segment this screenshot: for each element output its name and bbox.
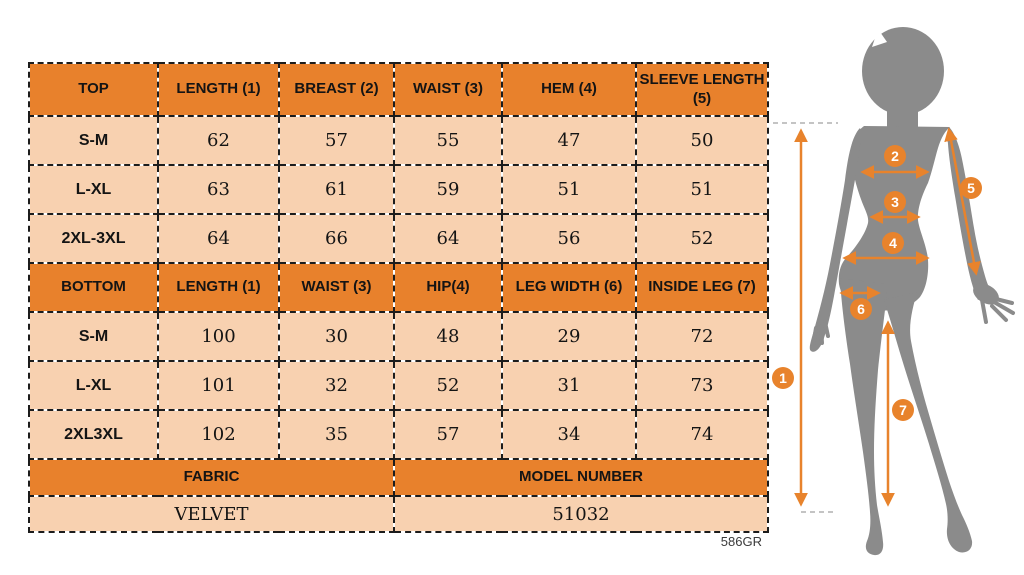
size-cell: L-XL (28, 360, 159, 411)
neck (887, 88, 918, 130)
value-cell: 50 (635, 115, 769, 166)
bottom-header-row: BOTTOM LENGTH (1) WAIST (3) HIP(4) LEG W… (28, 262, 769, 313)
marker-circle (882, 232, 904, 254)
size-cell: S-M (28, 311, 159, 362)
marker-circle (850, 298, 872, 320)
value-cell: 51 (501, 164, 637, 215)
value-cell: 31 (501, 360, 637, 411)
value-cell: 52 (635, 213, 769, 264)
size-cell: 2XL-3XL (28, 213, 159, 264)
value-cell: 56 (501, 213, 637, 264)
fabric-value-cell: VELVET (28, 495, 395, 533)
fabric-label-cell: FABRIC (28, 458, 395, 497)
size-chart-table: TOP LENGTH (1) BREAST (2) WAIST (3) HEM … (28, 62, 769, 533)
value-cell: 64 (157, 213, 280, 264)
measurement-arrows (794, 127, 981, 507)
value-cell: 73 (635, 360, 769, 411)
value-cell: 101 (157, 360, 280, 411)
right-leg (884, 292, 973, 553)
top-size-row: 2XL-3XL 64 66 64 56 52 (28, 213, 769, 264)
bottom-size-row: S-M 100 30 48 29 72 (28, 311, 769, 362)
hair-parting-notch (872, 29, 887, 47)
marker-3: 3 (884, 191, 906, 213)
marker-5: 5 (960, 177, 982, 199)
model-number-label-cell: MODEL NUMBER (393, 458, 769, 497)
bottom-header-cell: LEG WIDTH (6) (501, 262, 637, 313)
bottom-header-cell: LENGTH (1) (157, 262, 280, 313)
bottom-header-cell: WAIST (3) (278, 262, 395, 313)
value-cell: 55 (393, 115, 503, 166)
value-cell: 57 (393, 409, 503, 460)
value-cell: 72 (635, 311, 769, 362)
bottom-size-row: L-XL 101 32 52 31 73 (28, 360, 769, 411)
marker-number: 4 (889, 235, 897, 251)
marker-number: 2 (891, 148, 899, 164)
marker-7: 7 (892, 399, 914, 421)
top-header-cell: HEM (4) (501, 62, 637, 117)
top-header-cell: TOP (28, 62, 159, 117)
value-cell: 100 (157, 311, 280, 362)
value-cell: 64 (393, 213, 503, 264)
head (862, 27, 944, 115)
marker-number: 6 (857, 301, 865, 317)
top-header-cell: WAIST (3) (393, 62, 503, 117)
marker-circle (772, 367, 794, 389)
value-cell: 51 (635, 164, 769, 215)
info-value-row: VELVET 51032 (28, 495, 769, 533)
size-cell: S-M (28, 115, 159, 166)
info-header-row: FABRIC MODEL NUMBER (28, 458, 769, 497)
top-header-cell: LENGTH (1) (157, 62, 280, 117)
right-hand-fingers (980, 296, 1015, 324)
value-cell: 74 (635, 409, 769, 460)
marker-number: 1 (779, 370, 787, 386)
left-arm (809, 128, 862, 352)
marker-2: 2 (884, 145, 906, 167)
marker-6: 6 (850, 298, 872, 320)
measurement-markers: 1 2 3 4 5 6 7 (772, 145, 982, 421)
value-cell: 32 (278, 360, 395, 411)
style-code-text: 586GR (720, 534, 762, 549)
marker-1: 1 (772, 367, 794, 389)
value-cell: 66 (278, 213, 395, 264)
size-cell: 2XL3XL (28, 409, 159, 460)
value-cell: 52 (393, 360, 503, 411)
value-cell: 62 (157, 115, 280, 166)
woman-silhouette (809, 27, 1015, 556)
value-cell: 63 (157, 164, 280, 215)
left-leg (840, 278, 887, 556)
marker-circle (884, 191, 906, 213)
bottom-header-cell: HIP(4) (393, 262, 503, 313)
value-cell: 35 (278, 409, 395, 460)
top-size-row: L-XL 63 61 59 51 51 (28, 164, 769, 215)
marker-circle (892, 399, 914, 421)
value-cell: 29 (501, 311, 637, 362)
marker-number: 7 (899, 402, 907, 418)
top-header-row: TOP LENGTH (1) BREAST (2) WAIST (3) HEM … (28, 62, 769, 117)
measurement-figure: 1 2 3 4 5 6 7 (772, 27, 1015, 556)
top-header-cell: BREAST (2) (278, 62, 395, 117)
left-hand-fingers (811, 320, 830, 348)
size-cell: L-XL (28, 164, 159, 215)
bottom-size-row: 2XL3XL 102 35 57 34 74 (28, 409, 769, 460)
value-cell: 30 (278, 311, 395, 362)
top-size-row: S-M 62 57 55 47 50 (28, 115, 769, 166)
value-cell: 57 (278, 115, 395, 166)
value-cell: 48 (393, 311, 503, 362)
value-cell: 61 (278, 164, 395, 215)
sleeve-length-arrow (944, 127, 981, 276)
top-header-cell: SLEEVE LENGTH (5) (635, 62, 769, 117)
value-cell: 34 (501, 409, 637, 460)
marker-circle (884, 145, 906, 167)
value-cell: 47 (501, 115, 637, 166)
bottom-header-cell: INSIDE LEG (7) (635, 262, 769, 313)
marker-circle (960, 177, 982, 199)
marker-number: 5 (967, 180, 975, 196)
value-cell: 102 (157, 409, 280, 460)
bottom-header-cell: BOTTOM (28, 262, 159, 313)
marker-number: 3 (891, 194, 899, 210)
marker-4: 4 (882, 232, 904, 254)
model-number-value-cell: 51032 (393, 495, 769, 533)
value-cell: 59 (393, 164, 503, 215)
